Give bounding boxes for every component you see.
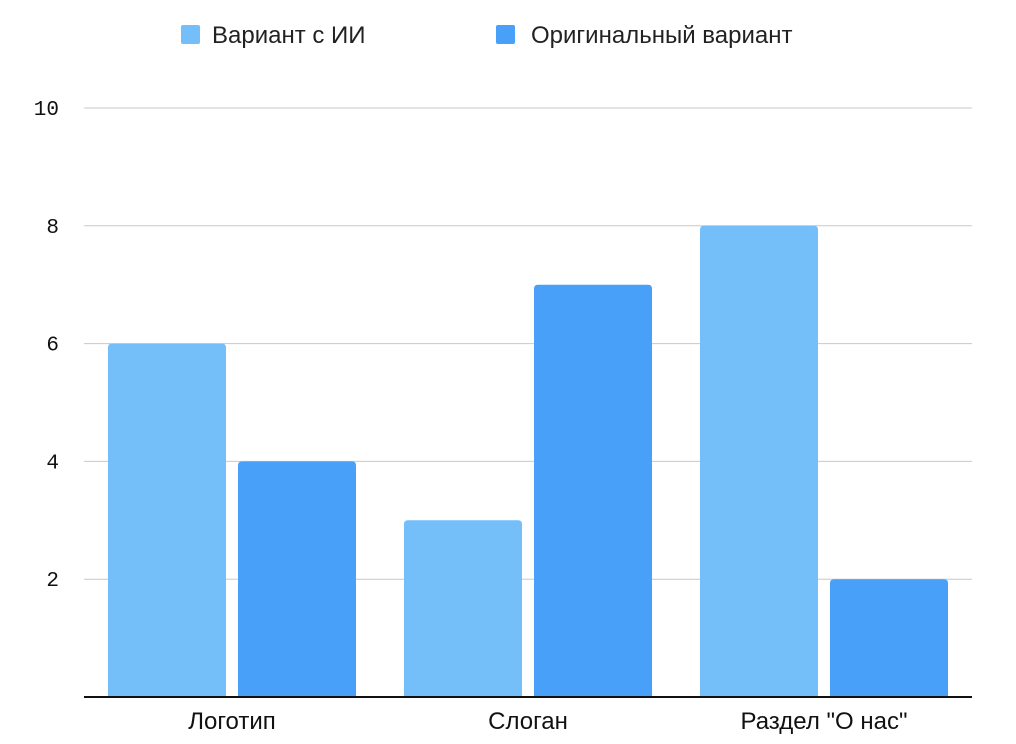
y-tick-label: 10 (34, 99, 59, 122)
legend: Вариант с ИИ Оригинальный вариант (181, 22, 792, 49)
bar-original-2 (830, 579, 948, 697)
bar-ai-2 (700, 225, 818, 698)
legend-label-original: Оригинальный вариант (531, 22, 792, 49)
bar-ai-0 (108, 343, 226, 697)
y-tick-label: 4 (46, 452, 59, 475)
legend-swatch-original (496, 25, 515, 44)
legend-swatch-ai (181, 25, 200, 44)
legend-label-ai: Вариант с ИИ (212, 22, 366, 49)
x-category-label: Логотип (188, 708, 276, 735)
x-axis-labels: Логотип Слоган Раздел "О нас" (188, 708, 907, 735)
y-axis-ticks: 2 4 6 8 10 (34, 99, 59, 593)
y-tick-label: 2 (46, 570, 59, 593)
x-category-label: Раздел "О нас" (741, 708, 908, 735)
bars (108, 225, 948, 698)
bar-original-0 (238, 461, 356, 697)
y-tick-label: 8 (46, 217, 59, 240)
x-category-label: Слоган (488, 708, 568, 735)
y-tick-label: 6 (46, 335, 59, 358)
bar-ai-1 (404, 520, 522, 697)
bar-original-1 (534, 284, 652, 697)
grid-lines (84, 107, 972, 580)
